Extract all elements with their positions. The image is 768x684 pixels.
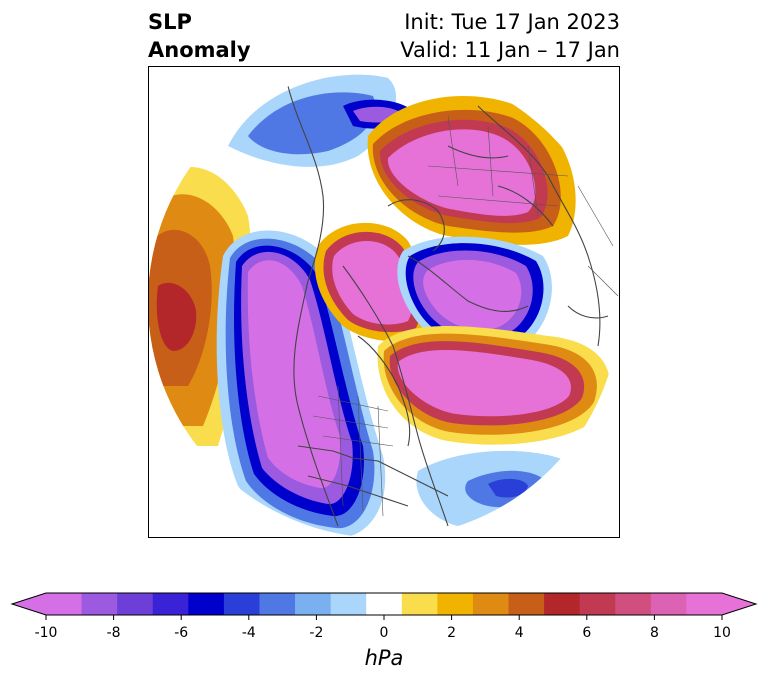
colorbar-bin — [188, 593, 225, 615]
map-border — [148, 66, 620, 538]
positive-anomaly-eurasia — [367, 96, 576, 245]
colorbar-bins — [46, 593, 723, 615]
colorbar-bin — [117, 593, 154, 615]
colorbar-bin — [152, 593, 189, 615]
colorbar-tick-label: -6 — [174, 625, 188, 641]
colorbar-tick-label: 6 — [582, 625, 591, 641]
colorbar-svg: -10 -8 -6 -4 -2 0 2 4 6 8 10 — [10, 592, 758, 641]
colorbar-tick-label: 8 — [650, 625, 659, 641]
colorbar-bin — [330, 593, 367, 615]
positive-anomaly-pacific — [148, 167, 252, 446]
map-svg — [148, 66, 620, 538]
slp-anomaly-map — [148, 66, 620, 538]
colorbar-bin — [401, 593, 438, 615]
colorbar: -10 -8 -6 -4 -2 0 2 4 6 8 10 — [0, 586, 768, 684]
colorbar-bin — [579, 593, 616, 615]
anomaly-field — [148, 74, 619, 538]
colorbar-tick-label: -10 — [35, 625, 58, 641]
colorbar-tick-label: 10 — [713, 625, 731, 641]
valid-range: Valid: 11 Jan – 17 Jan — [400, 38, 620, 62]
colorbar-bin — [81, 593, 118, 615]
colorbar-over-triangle — [722, 593, 756, 615]
colorbar-bin — [650, 593, 687, 615]
colorbar-units-label: hPa — [364, 646, 404, 670]
colorbar-under-triangle — [12, 593, 46, 615]
colorbar-tick-label: 2 — [447, 625, 456, 641]
colorbar-bin — [686, 593, 723, 615]
colorbar-bin — [295, 593, 332, 615]
negative-anomaly-north-atlantic — [228, 74, 413, 167]
date-info: Init: Tue 17 Jan 2023 Valid: 11 Jan – 17… — [400, 8, 620, 64]
colorbar-bin — [259, 593, 296, 615]
title-line-1: SLP — [148, 10, 192, 34]
positive-anomaly-atlantic — [377, 326, 611, 445]
colorbar-bin — [544, 593, 581, 615]
negative-anomaly-greenland — [397, 236, 552, 355]
colorbar-bin — [223, 593, 260, 615]
colorbar-bin — [508, 593, 545, 615]
colorbar-tick-label: -4 — [242, 625, 256, 641]
colorbar-tick-label: -8 — [107, 625, 121, 641]
colorbar-ticks: -10 -8 -6 -4 -2 0 2 4 6 8 10 — [35, 615, 731, 641]
colorbar-tick-label: 0 — [380, 625, 389, 641]
title-line-2: Anomaly — [148, 38, 251, 62]
colorbar-tick-label: 4 — [515, 625, 524, 641]
coastlines — [287, 85, 609, 527]
colorbar-bin — [615, 593, 652, 615]
colorbar-bin — [437, 593, 474, 615]
colorbar-bin — [366, 593, 403, 615]
colorbar-tick-label: -2 — [309, 625, 323, 641]
colorbar-bin — [46, 593, 83, 615]
map-title: SLP Anomaly — [148, 8, 251, 64]
init-date: Init: Tue 17 Jan 2023 — [404, 10, 620, 34]
country-borders — [312, 115, 619, 517]
positive-anomaly-arctic — [314, 222, 431, 342]
colorbar-bin — [472, 593, 510, 615]
